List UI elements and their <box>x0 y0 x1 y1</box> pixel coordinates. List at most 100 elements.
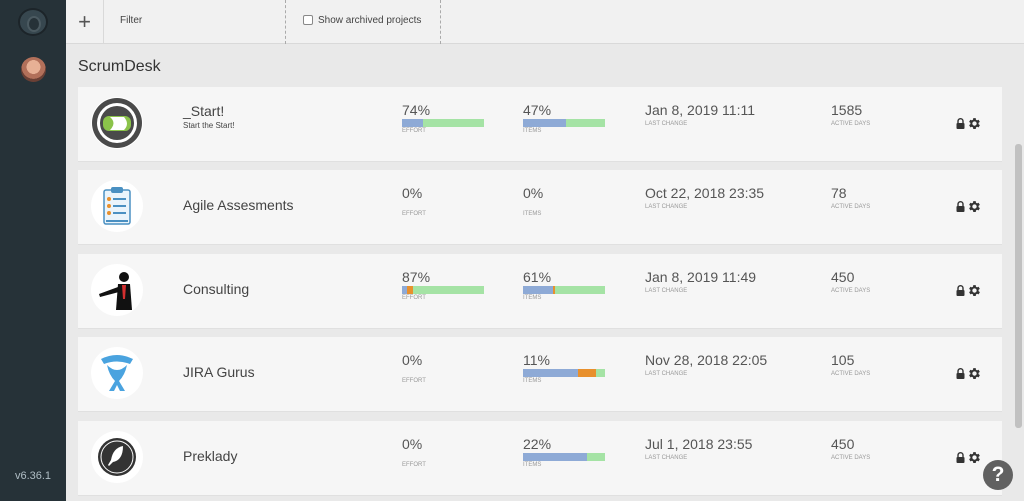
last-change-label: LAST CHANGE <box>645 455 688 461</box>
gear-icon[interactable] <box>967 199 982 214</box>
active-days: 105 ACTIVE DAYS <box>831 352 870 377</box>
active-days-count: 450 <box>831 269 855 285</box>
effort-metric: 0% EFFORT <box>402 436 484 468</box>
items-progress-bar <box>523 202 605 210</box>
presenter-figure-icon <box>91 264 143 316</box>
bar-segment-blue <box>523 286 553 294</box>
last-change: Jul 1, 2018 23:55 LAST CHANGE <box>645 436 752 461</box>
items-percent: 47% <box>523 102 552 118</box>
lock-icon[interactable] <box>956 368 965 379</box>
gear-icon[interactable] <box>967 283 982 298</box>
show-archived-checkbox[interactable] <box>303 15 313 25</box>
row-actions <box>956 283 982 298</box>
last-change: Jan 8, 2019 11:49 LAST CHANGE <box>645 269 756 294</box>
app-version: v6.36.1 <box>14 470 52 482</box>
row-actions <box>956 450 982 465</box>
last-change-label: LAST CHANGE <box>645 288 688 294</box>
atlassian-logo-icon <box>91 347 143 399</box>
project-row-agile-assesments[interactable]: Agile Assesments 0% EFFORT 0% ITEMS Oct … <box>78 170 1002 245</box>
effort-progress-bar <box>402 202 484 210</box>
filter-input[interactable] <box>105 0 275 40</box>
items-label: ITEMS <box>523 462 542 468</box>
active-days-count: 78 <box>831 185 847 201</box>
active-days-label: ACTIVE DAYS <box>831 371 871 377</box>
gear-icon[interactable] <box>967 366 982 381</box>
project-row-preklady[interactable]: Preklady 0% EFFORT 22% ITEMS Jul 1, 2018… <box>78 421 1002 496</box>
scrollbar-thumb[interactable] <box>1015 144 1022 428</box>
lock-icon[interactable] <box>956 452 965 463</box>
items-metric: 22% ITEMS <box>523 436 605 468</box>
bar-segment-blue <box>523 453 587 461</box>
items-metric: 47% ITEMS <box>523 102 605 134</box>
project-name[interactable]: JIRA Gurus <box>183 364 255 380</box>
items-percent: 0% <box>523 185 544 201</box>
items-percent: 11% <box>523 352 550 368</box>
row-actions <box>956 116 982 131</box>
items-percent: 22% <box>523 436 552 452</box>
last-change-date: Jan 8, 2019 11:11 <box>645 102 756 118</box>
last-change-date: Jan 8, 2019 11:49 <box>645 269 757 285</box>
active-days-count: 450 <box>831 436 855 452</box>
effort-metric: 87% EFFORT <box>402 269 484 301</box>
gear-icon[interactable] <box>967 450 982 465</box>
active-days-label: ACTIVE DAYS <box>831 121 871 127</box>
effort-metric: 74% EFFORT <box>402 102 484 134</box>
bar-segment-orange <box>553 286 555 294</box>
items-progress-bar <box>523 453 605 461</box>
add-project-button[interactable]: + <box>66 0 104 44</box>
effort-label: EFFORT <box>402 295 426 301</box>
bar-segment-blue <box>402 286 407 294</box>
last-change-label: LAST CHANGE <box>645 121 688 127</box>
project-name[interactable]: _Start! <box>183 103 225 119</box>
effort-metric: 0% EFFORT <box>402 352 484 384</box>
items-label: ITEMS <box>523 211 542 217</box>
section-title: ScrumDesk <box>78 58 161 75</box>
bar-segment-blue <box>402 119 423 127</box>
gear-icon[interactable] <box>967 116 982 131</box>
effort-label: EFFORT <box>402 128 426 134</box>
effort-percent: 87% <box>402 269 431 285</box>
project-subtitle: Start the Start! <box>183 121 235 130</box>
effort-metric: 0% EFFORT <box>402 185 484 217</box>
active-days: 1585 ACTIVE DAYS <box>831 102 870 127</box>
project-row-jira-gurus[interactable]: JIRA Gurus 0% EFFORT 11% ITEMS Nov 28, 2… <box>78 337 1002 412</box>
sidebar: v6.36.1 <box>0 0 66 501</box>
last-change: Oct 22, 2018 23:35 LAST CHANGE <box>645 185 764 210</box>
active-days: 78 ACTIVE DAYS <box>831 185 870 210</box>
effort-progress-bar <box>402 119 484 127</box>
items-metric: 11% ITEMS <box>523 352 605 384</box>
scrumdesk-logo-icon <box>91 97 143 149</box>
bar-segment-orange <box>407 286 413 294</box>
last-change-date: Oct 22, 2018 23:35 <box>645 185 765 201</box>
project-name[interactable]: Preklady <box>183 448 238 464</box>
vertical-scrollbar[interactable] <box>1013 44 1024 501</box>
items-progress-bar <box>523 119 605 127</box>
help-button[interactable]: ? <box>983 460 1013 490</box>
project-row-start[interactable]: _Start! Start the Start! 74% EFFORT 47% … <box>78 87 1002 162</box>
lock-icon[interactable] <box>956 201 965 212</box>
user-avatar[interactable] <box>21 57 46 82</box>
last-change: Jan 8, 2019 11:11 LAST CHANGE <box>645 102 755 127</box>
items-metric: 0% ITEMS <box>523 185 605 217</box>
project-row-consulting[interactable]: Consulting 87% EFFORT 61% ITEMS Jan 8, 2… <box>78 254 1002 329</box>
project-name[interactable]: Agile Assesments <box>183 197 294 213</box>
bar-segment-blue <box>523 369 578 377</box>
effort-progress-bar <box>402 453 484 461</box>
active-days-label: ACTIVE DAYS <box>831 455 871 461</box>
clipboard-checklist-icon <box>91 180 143 232</box>
items-percent: 61% <box>523 269 552 285</box>
last-change-date: Nov 28, 2018 22:05 <box>645 352 768 368</box>
lock-icon[interactable] <box>956 118 965 129</box>
effort-label: EFFORT <box>402 378 426 384</box>
active-days: 450 ACTIVE DAYS <box>831 436 870 461</box>
quill-feather-icon <box>91 431 143 483</box>
active-days-count: 105 <box>831 352 855 368</box>
active-days-label: ACTIVE DAYS <box>831 288 871 294</box>
row-actions <box>956 199 982 214</box>
items-progress-bar <box>523 286 605 294</box>
last-change-date: Jul 1, 2018 23:55 <box>645 436 753 452</box>
lock-icon[interactable] <box>956 285 965 296</box>
project-name[interactable]: Consulting <box>183 281 250 297</box>
app-logo-icon[interactable] <box>18 8 48 36</box>
show-archived-toggle[interactable]: Show archived projects <box>287 0 441 44</box>
